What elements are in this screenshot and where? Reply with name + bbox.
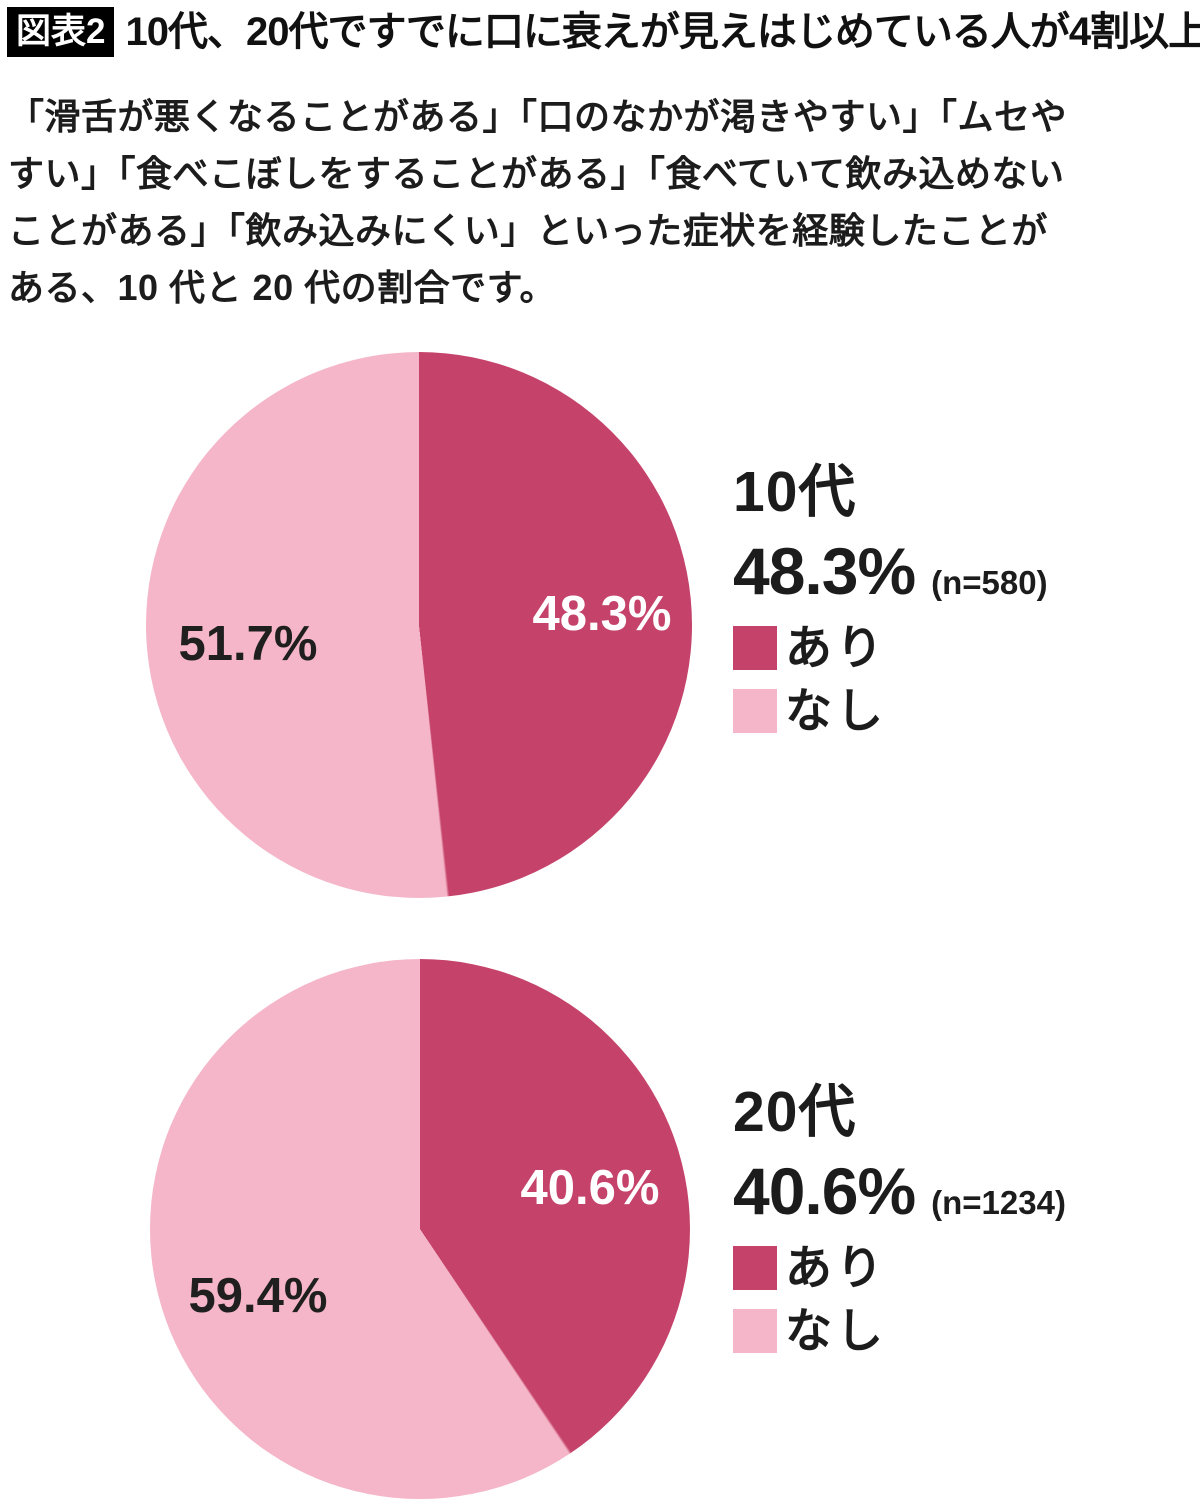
legend: あり なし (733, 1244, 1183, 1354)
chart-group-title: 10代 (733, 460, 857, 524)
legend-swatch-no (733, 688, 777, 733)
legend-swatch-yes (733, 625, 777, 670)
pie-chart-10s: 48.3% 51.7% (146, 352, 692, 898)
figure-description: 「滑舌が悪くなることがある」「口のなかが渇きやすい」「ムセや すい」「食べこぼし… (8, 88, 1198, 316)
chart-info-10s: 10代 48.3% (n=580) あり なし (733, 460, 1183, 734)
chart-info-20s: 20代 40.6% (n=1234) あり なし (733, 1080, 1183, 1354)
slice-label-no: 51.7% (178, 617, 318, 671)
description-line: ある、10 代と 20 代の割合です。 (8, 267, 556, 308)
legend-label-yes: あり (785, 621, 887, 674)
legend-label-no: なし (785, 684, 887, 737)
figure-badge: 図表2 (7, 7, 115, 57)
chart-value-row: 48.3% (n=580) (733, 534, 1183, 608)
slice-label-yes: 40.6% (520, 1161, 660, 1215)
legend-item-yes: あり (733, 624, 1183, 671)
chart-group-title: 20代 (733, 1080, 857, 1144)
pie-chart-20s: 40.6% 59.4% (150, 959, 690, 1499)
chart-value: 40.6% (733, 1154, 916, 1228)
chart-value: 48.3% (733, 534, 916, 608)
chart-value-row: 40.6% (n=1234) (733, 1154, 1183, 1228)
chart-sample-size: (n=580) (931, 564, 1048, 601)
description-line: 「滑舌が悪くなることがある」「口のなかが渇きやすい」「ムセや (8, 96, 1068, 137)
figure-header: 図表2 10代、20代ですでに口に衰えが見えはじめている人が4割以上 (7, 7, 1200, 57)
legend-item-no: なし (733, 687, 1183, 734)
legend-item-yes: あり (733, 1244, 1183, 1291)
slice-label-no: 59.4% (188, 1269, 328, 1323)
description-line: すい」「食べこぼしをすることがある」「食べていて飲み込めない (8, 153, 1065, 194)
legend-item-no: なし (733, 1307, 1183, 1354)
legend-swatch-yes (733, 1245, 777, 1290)
figure-title: 10代、20代ですでに口に衰えが見えはじめている人が4割以上 (125, 10, 1200, 54)
legend-label-yes: あり (785, 1241, 887, 1294)
legend-swatch-no (733, 1308, 777, 1353)
slice-label-yes: 48.3% (532, 587, 672, 641)
description-line: ことがある」「飲み込みにくい」といった症状を経験したことが (8, 210, 1048, 251)
legend-label-no: なし (785, 1304, 887, 1357)
chart-sample-size: (n=1234) (931, 1184, 1066, 1221)
legend: あり なし (733, 624, 1183, 734)
